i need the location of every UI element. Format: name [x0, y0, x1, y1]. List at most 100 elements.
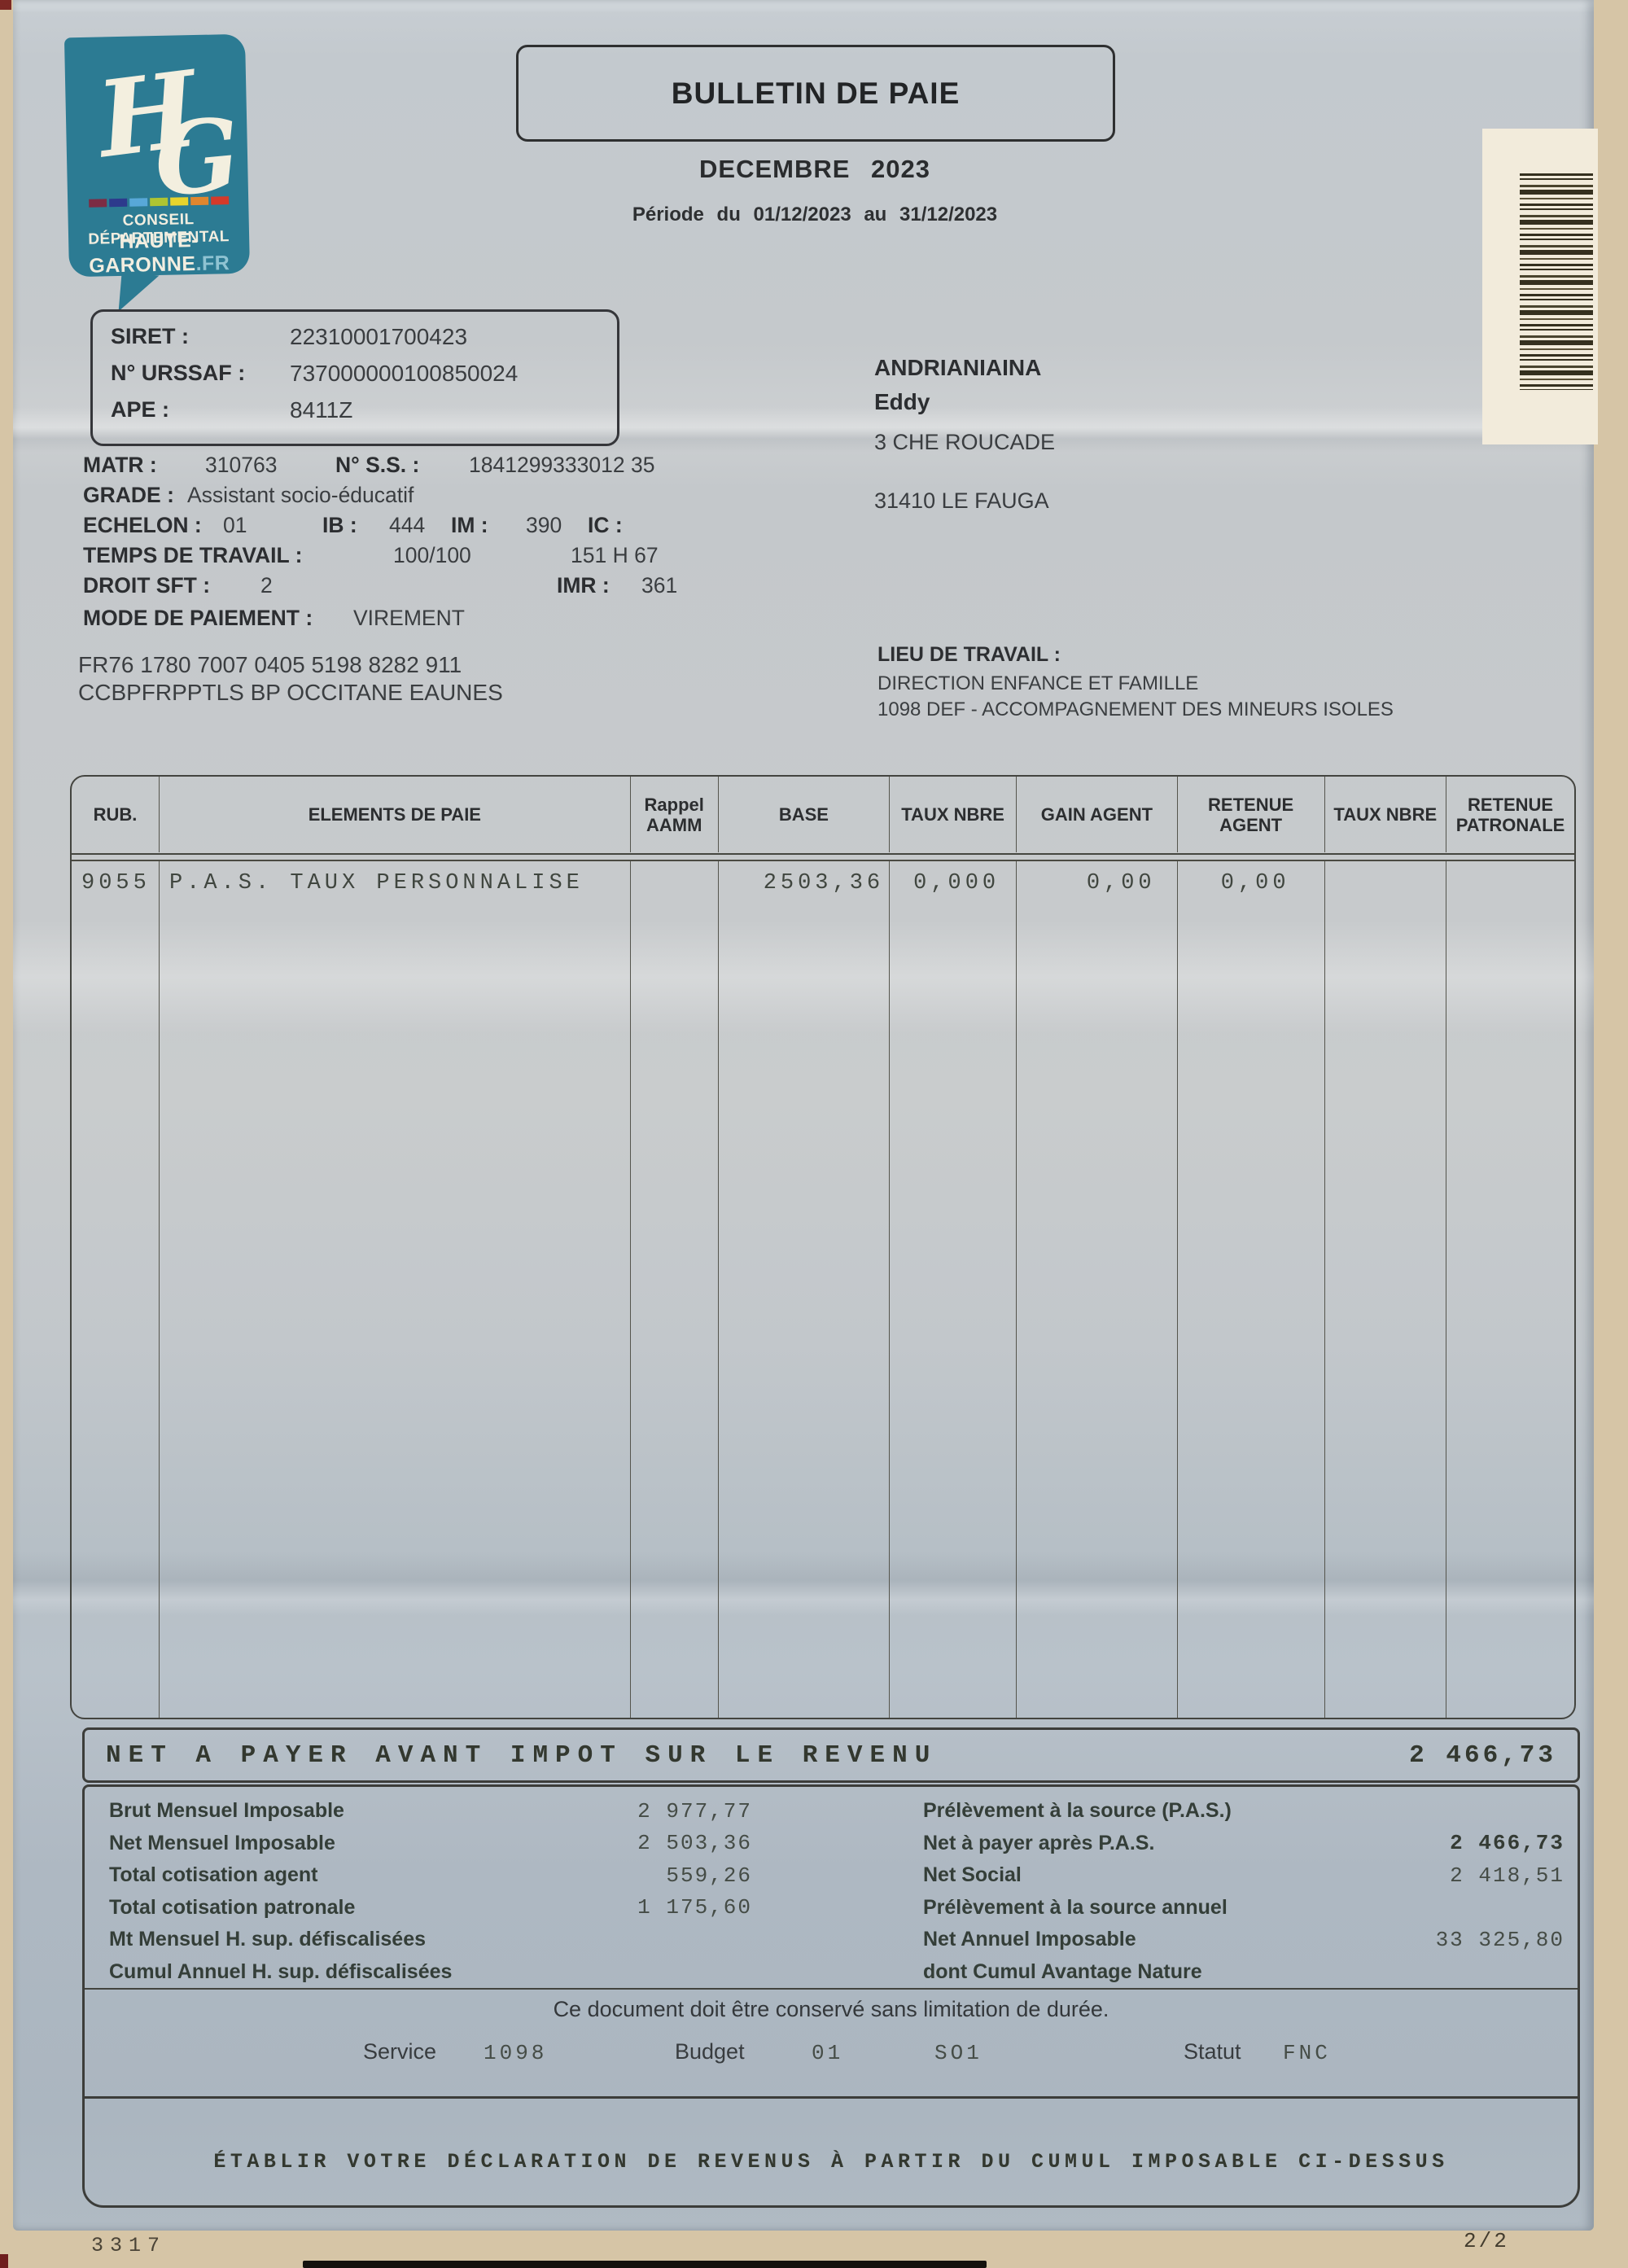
ib-label: IB :	[322, 513, 357, 537]
imr-value: 361	[641, 573, 678, 598]
temps-label: TEMPS DE TRAVAIL :	[83, 543, 303, 567]
header-double-rule	[72, 860, 1574, 861]
paiement-value: VIREMENT	[353, 606, 465, 630]
summary-divider	[85, 1988, 1578, 1990]
net-before-tax-value: 2 466,73	[1409, 1740, 1556, 1770]
nss-value: 1841299333012 35	[469, 453, 655, 477]
summary-label-right: Net Social	[923, 1863, 1022, 1887]
summary-label-left: Mt Mensuel H. sup. défiscalisées	[109, 1928, 427, 1951]
echelon-value: 01	[223, 513, 247, 537]
cell-gain-agent: 0,00	[1017, 861, 1178, 1718]
urssaf-label: N° URSSAF :	[111, 361, 246, 385]
strip-segment	[129, 198, 148, 207]
ib-value: 444	[389, 513, 426, 537]
paiement-line: MODE DE PAIEMENT : VIREMENT	[83, 606, 848, 635]
ic-label: IC :	[588, 513, 623, 537]
page-title: BULLETIN DE PAIE	[671, 76, 961, 110]
summary-row: Total cotisation patronale 1 175,60 Prél…	[85, 1892, 1578, 1924]
summary-value-right: 33 325,80	[1435, 1927, 1565, 1952]
cell-element: P.A.S. TAUX PERSONNALISE	[160, 861, 631, 1718]
summary-value-left: 2 977,77	[637, 1798, 752, 1824]
col-header-elements: ELEMENTS DE PAIE	[160, 777, 631, 852]
nss-label: N° S.S. :	[335, 453, 420, 477]
matr-label: MATR :	[83, 453, 157, 477]
siret-row: SIRET : 22310001700423	[93, 324, 617, 361]
summary-label-left: Brut Mensuel Imposable	[109, 1799, 344, 1823]
cell-base: 2503,36	[719, 861, 891, 1718]
ape-row: APE : 8411Z	[93, 397, 617, 434]
grade-value: Assistant socio-éducatif	[187, 483, 414, 507]
summary-row: Cumul Annuel H. sup. défiscalisées dont …	[85, 1956, 1578, 1989]
recipient-street: 3 CHE ROUCADE	[874, 430, 1056, 454]
siret-label: SIRET :	[111, 324, 190, 348]
logo-speech-tail	[118, 272, 160, 315]
statut-value: FNC	[1283, 2041, 1331, 2065]
scanner-edge-shadow	[303, 2261, 987, 2268]
droit-sft-value: 2	[260, 573, 273, 598]
pay-elements-table: RUB. ELEMENTS DE PAIE Rappel AAMM BASE T…	[70, 775, 1576, 1719]
summary-label-left: Total cotisation agent	[109, 1863, 318, 1887]
im-value: 390	[526, 513, 562, 537]
col-header-rub: RUB.	[72, 777, 160, 852]
col-header-taux-nbre: TAUX NBRE	[890, 777, 1017, 852]
scan-corner-mark	[0, 0, 11, 10]
col-header-rappel: Rappel AAMM	[631, 777, 719, 852]
summary-row: Brut Mensuel Imposable 2 977,77 Prélèvem…	[85, 1795, 1578, 1828]
echelon-label: ECHELON :	[83, 513, 202, 537]
title-box: BULLETIN DE PAIE	[516, 45, 1115, 142]
workplace-label: LIEU DE TRAVAIL :	[877, 643, 1061, 666]
totals-summary-box: Brut Mensuel Imposable 2 977,77 Prélèvem…	[82, 1784, 1580, 2208]
col-header-taux-nbre-2: TAUX NBRE	[1325, 777, 1447, 852]
summary-label-right: Prélèvement à la source annuel	[923, 1895, 1228, 1919]
haute-garonne-logo: H G CONSEIL DÉPARTEMENTAL HAUTE-GARONNE.…	[63, 33, 251, 315]
service-value: 1098	[484, 2041, 548, 2065]
matr-value: 310763	[205, 453, 278, 477]
summary-row: Net Mensuel Imposable 2 503,36 Net à pay…	[85, 1828, 1578, 1860]
summary-label-right: dont Cumul Avantage Nature	[923, 1959, 1202, 1983]
col-header-retenue-agent: RETENUE AGENT	[1178, 777, 1325, 852]
cell-retenue-patronale	[1446, 861, 1574, 1718]
net-before-tax-box: NET A PAYER AVANT IMPOT SUR LE REVENU 2 …	[82, 1727, 1580, 1783]
net-before-tax-label: NET A PAYER AVANT IMPOT SUR LE REVENU	[106, 1740, 938, 1770]
payslip-page: H G CONSEIL DÉPARTEMENTAL HAUTE-GARONNE.…	[13, 0, 1598, 2231]
heures-value: 151 H 67	[571, 543, 659, 567]
paiement-label: MODE DE PAIEMENT :	[83, 606, 313, 630]
temps-value: 100/100	[393, 543, 471, 567]
iban-number: FR76 1780 7007 0405 5198 8282 911	[78, 652, 462, 677]
urssaf-row: N° URSSAF : 737000000100850024	[93, 361, 617, 397]
pay-month: DECEMBRE 2023	[699, 155, 930, 183]
keep-notice: Ce document doit être conservé sans limi…	[553, 1997, 1109, 2021]
budget-code-value: SO1	[934, 2041, 982, 2065]
ape-value: 8411Z	[290, 397, 353, 423]
summary-value-right: 2 466,73	[1450, 1831, 1565, 1856]
workplace-line1: DIRECTION ENFANCE ET FAMILLE	[877, 672, 1199, 694]
recipient-first-name: Eddy	[874, 389, 930, 414]
cell-taux-nbre-2	[1325, 861, 1447, 1718]
strip-segment	[150, 197, 168, 207]
cell-rappel	[631, 861, 719, 1718]
urssaf-value: 737000000100850024	[290, 361, 519, 386]
declaration-notice: ÉTABLIR VOTRE DÉCLARATION DE REVENUS À P…	[213, 2150, 1449, 2174]
droit-sft-line: DROIT SFT : 2 IMR : 361	[83, 573, 848, 602]
col-header-base: BASE	[719, 777, 891, 852]
bank-details: FR76 1780 7007 0405 5198 8282 911 CCBPFR…	[78, 651, 503, 707]
temps-line: TEMPS DE TRAVAIL : 100/100 151 H 67	[83, 543, 848, 572]
summary-label-right: Net à payer après P.A.S.	[923, 1831, 1155, 1854]
totals-rows: Brut Mensuel Imposable 2 977,77 Prélèvem…	[85, 1795, 1578, 1988]
summary-label-right: Net Annuel Imposable	[923, 1928, 1136, 1951]
cell-retenue-agent: 0,00	[1178, 861, 1325, 1718]
budget-value: 01	[812, 2041, 844, 2065]
summary-value-left: 2 503,36	[637, 1831, 752, 1856]
logo-text-line2: HAUTE-GARONNE.FR	[68, 228, 250, 279]
page-indicator: 2/2	[1464, 2229, 1509, 2253]
budget-label: Budget	[675, 2039, 745, 2064]
strip-segment	[89, 199, 107, 208]
bank-name: CCBPFRPPTLS BP OCCITANE EAUNES	[78, 680, 503, 705]
statut-label: Statut	[1184, 2039, 1241, 2064]
imr-label: IMR :	[557, 573, 610, 598]
logo-text-main: HAUTE-GARONNE	[88, 228, 199, 278]
summary-label-left: Net Mensuel Imposable	[109, 1831, 335, 1854]
droit-sft-label: DROIT SFT :	[83, 573, 211, 598]
recipient-city: 31410 LE FAUGA	[874, 488, 1049, 513]
